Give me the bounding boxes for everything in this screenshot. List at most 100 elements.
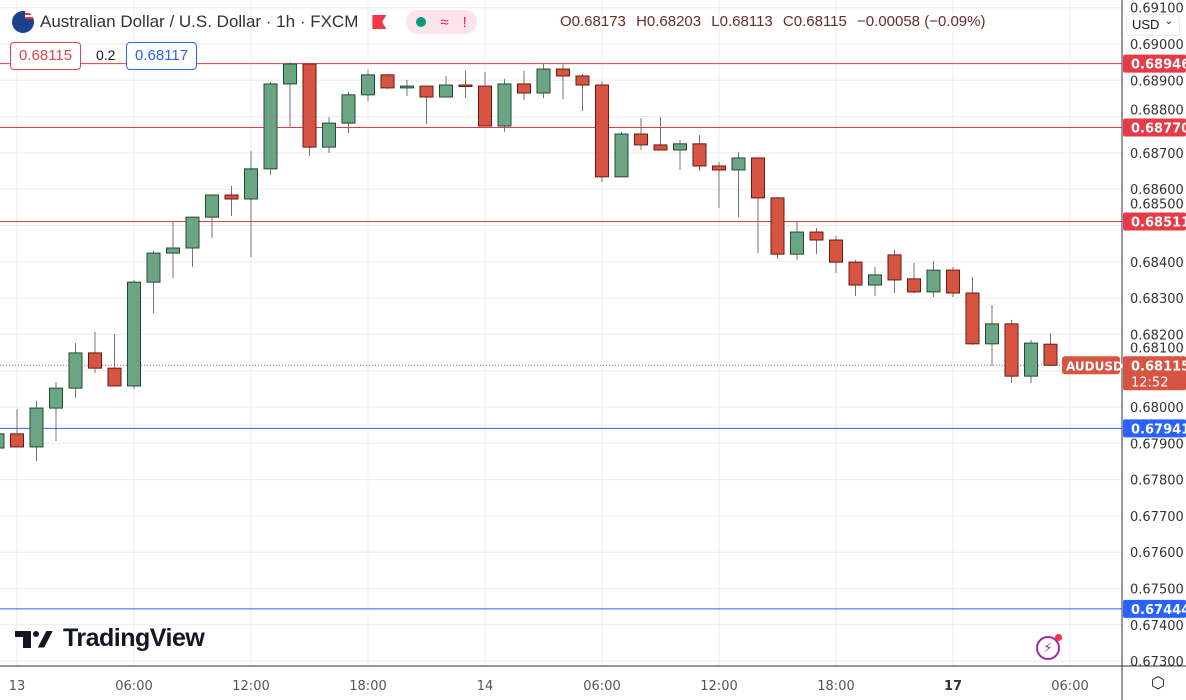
price-level-tag — [1123, 599, 1186, 618]
candle-body-up — [68, 352, 83, 389]
candle — [595, 81, 609, 182]
currency-select[interactable]: USD ⌄ — [1126, 14, 1180, 36]
candle-body-down — [478, 85, 492, 127]
candle — [926, 261, 941, 298]
candle-body-down — [634, 133, 648, 146]
candle-body-up — [614, 133, 629, 178]
candle-body-down — [107, 367, 122, 387]
tradingview-mark-icon — [15, 629, 53, 649]
candle — [439, 75, 453, 98]
x-tick-label: 06:00 — [583, 679, 620, 694]
candle — [400, 79, 414, 96]
candle-body-down — [458, 84, 473, 88]
candle — [907, 262, 921, 294]
candle-body-down — [946, 269, 960, 294]
y-tick-label: 0.67800 — [1130, 474, 1184, 489]
x-tick-label: 18:00 — [817, 679, 854, 694]
y-tick-label: 0.68500 — [1130, 198, 1184, 213]
chart-settings-icon[interactable]: ⬡ — [1151, 675, 1165, 692]
tradingview-logo[interactable]: TradingView — [15, 624, 205, 653]
candle — [380, 74, 395, 90]
candle — [1043, 333, 1058, 366]
y-tick-label: 0.67700 — [1130, 510, 1184, 525]
candle-body-down — [88, 352, 102, 369]
candle-body-down — [751, 157, 765, 199]
candle-body-down — [224, 194, 239, 200]
candle-body-up — [731, 157, 746, 171]
market-open-dot-icon — [416, 17, 427, 27]
candle-body-down — [809, 231, 824, 241]
spread-value: 0.2 — [96, 47, 116, 63]
candle-body-down — [517, 83, 531, 94]
candle-body-up — [283, 63, 297, 85]
candle-body-down — [965, 292, 980, 345]
candle — [29, 400, 44, 462]
y-tick-label: 0.68000 — [1130, 401, 1184, 416]
candle — [887, 249, 902, 294]
candle-body-down — [595, 84, 609, 178]
last-price-label: 0.68115 — [1131, 359, 1186, 374]
symbol-tag — [1062, 356, 1120, 375]
candle-body-down — [907, 278, 921, 293]
x-tick-label: 14 — [477, 679, 494, 694]
candle — [68, 343, 83, 398]
x-tick-label: 06:00 — [115, 679, 152, 694]
candle-body-up — [497, 83, 512, 127]
ohlc-change: −0.00058 (−0.09%) — [857, 13, 986, 30]
red-flag-icon[interactable] — [372, 15, 387, 29]
candle — [965, 277, 980, 345]
branding-text: TradingView — [63, 624, 205, 652]
candle-body-up — [166, 247, 180, 254]
candle — [536, 62, 551, 99]
candle-body-down — [10, 433, 24, 448]
candle — [419, 85, 434, 124]
symbol-title[interactable]: Australian Dollar / U.S. Dollar · 1h · F… — [40, 12, 359, 31]
candle-body-up — [205, 194, 219, 218]
ohlc-open: O0.68173 — [560, 13, 626, 30]
candle — [712, 161, 726, 209]
candle — [731, 152, 746, 218]
candle — [478, 71, 492, 127]
sell-button[interactable]: 0.68115 — [10, 42, 82, 70]
candle-body-up — [146, 252, 161, 283]
approx-icon: ≈ — [440, 13, 449, 31]
candle-body-up — [127, 281, 141, 387]
candle-body-up — [926, 269, 941, 293]
lightning-icon[interactable]: ⚡ — [1036, 634, 1062, 660]
candle — [848, 259, 863, 296]
price-level-label: 0.67941 — [1131, 422, 1186, 437]
price-level-tag — [1123, 118, 1186, 137]
price-level-label: 0.68511 — [1131, 216, 1186, 231]
candle-body-down — [1043, 343, 1058, 366]
candle — [517, 70, 531, 100]
candle — [263, 82, 278, 176]
buy-button[interactable]: 0.68117 — [126, 42, 198, 70]
candle — [673, 139, 687, 170]
candle-body-down — [770, 197, 785, 255]
candle — [946, 266, 960, 298]
y-tick-label: 0.68700 — [1130, 147, 1184, 162]
candle — [107, 334, 122, 387]
candle-body-up — [985, 323, 999, 345]
y-tick-label: 0.67300 — [1130, 655, 1184, 670]
ohlc-readout: O0.68173 H0.68203 L0.68113 C0.68115 −0.0… — [560, 13, 991, 30]
x-tick-label: 12:00 — [232, 679, 269, 694]
candle-body-down — [556, 68, 570, 77]
candle — [653, 116, 668, 151]
candle-body-up — [263, 83, 278, 170]
candle — [458, 70, 473, 99]
y-tick-label: 0.68900 — [1130, 74, 1184, 89]
y-tick-label: 0.68800 — [1130, 103, 1184, 118]
candle — [985, 304, 999, 366]
candle-body-up — [1024, 342, 1038, 377]
candle — [166, 221, 180, 279]
candle — [1004, 319, 1019, 384]
candle-body-up — [400, 85, 414, 89]
price-level-tag — [1123, 212, 1186, 231]
candle — [1024, 339, 1038, 384]
candle — [10, 409, 24, 448]
market-status-pill[interactable]: ≈ ! — [406, 10, 477, 34]
candle-body-down — [887, 254, 902, 281]
candle-body-up — [790, 231, 804, 255]
